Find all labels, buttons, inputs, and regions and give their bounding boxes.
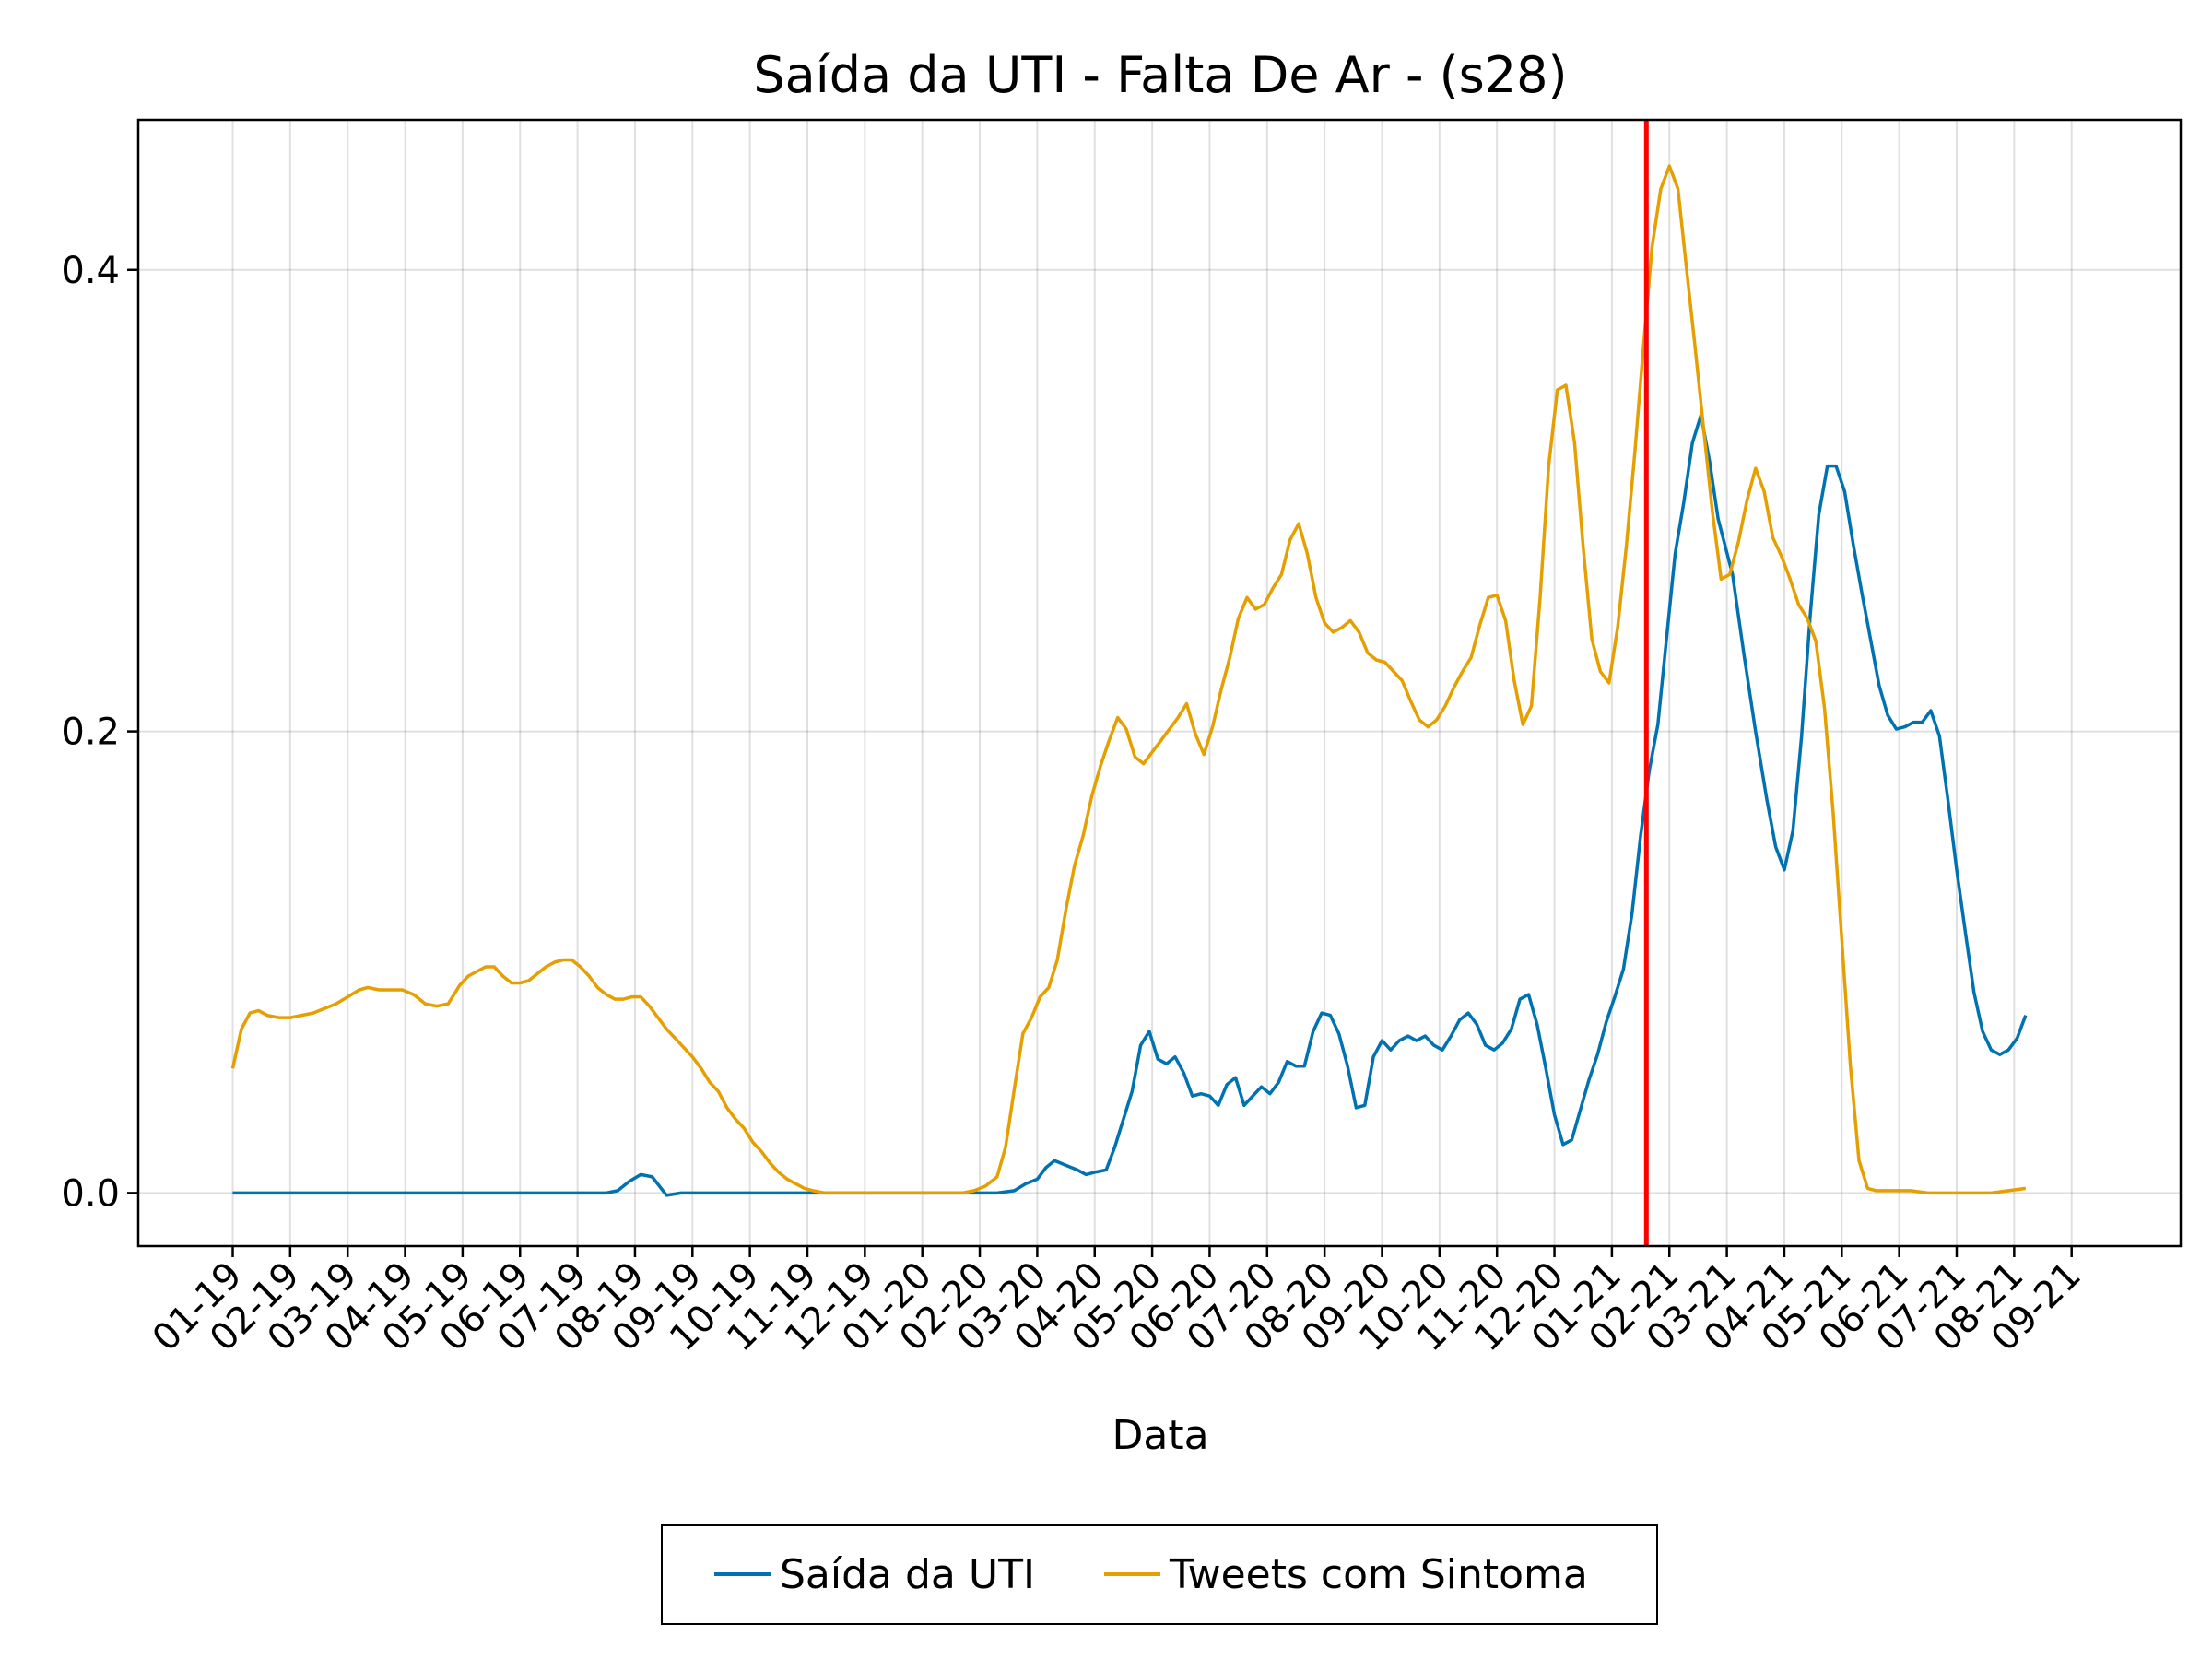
y-tick-label: 0.0	[61, 1172, 120, 1215]
legend-label-tweets-sintoma: Tweets com Sintoma	[1169, 1551, 1588, 1598]
grid	[138, 120, 2181, 1246]
y-tick-label: 0.2	[61, 712, 120, 754]
plot-frame	[136, 118, 2183, 1248]
legend: Saída da UTI Tweets com Sintoma	[661, 1524, 1658, 1625]
series-line-tweets-sintoma	[230, 164, 2027, 1195]
y-tick-label: 0.4	[61, 250, 120, 292]
chart-title: Saída da UTI - Falta De Ar - (s28)	[753, 46, 1567, 104]
x-axis-label: Data	[1112, 1412, 1208, 1459]
legend-label-saida-uti: Saída da UTI	[780, 1551, 1035, 1598]
series-layer	[230, 164, 2028, 1197]
series-line-saida-uti	[232, 413, 2028, 1197]
